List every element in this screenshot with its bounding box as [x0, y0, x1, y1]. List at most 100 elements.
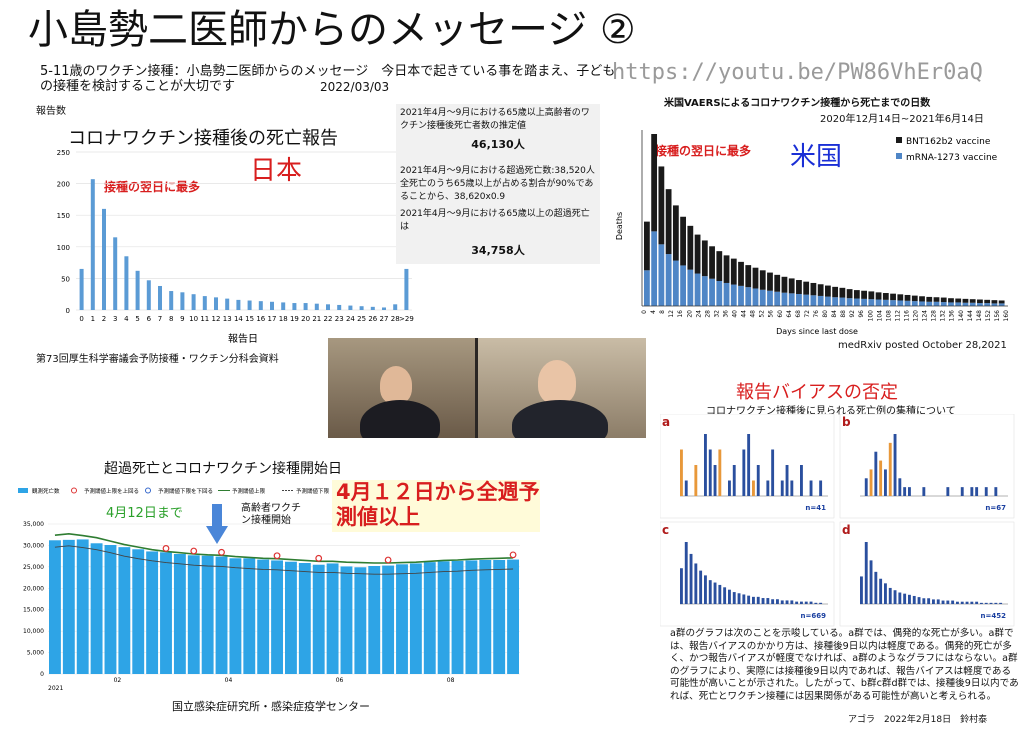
japan-xtick: 2: [102, 315, 106, 323]
us-bar-moderna: [839, 297, 846, 306]
us-bar-moderna: [853, 298, 860, 306]
bias-panel: [660, 414, 835, 519]
japan-xtick: 23: [335, 315, 344, 323]
excess-xtick: 08: [447, 677, 455, 684]
bias-bar: [908, 594, 911, 604]
excess-year-label: 2021: [48, 685, 63, 692]
japan-bar: [90, 179, 95, 310]
video-still: [328, 338, 646, 438]
bias-bar: [680, 449, 683, 496]
excess-bar: [423, 562, 436, 674]
us-bar-bnt: [644, 221, 650, 271]
bias-bar: [742, 594, 746, 604]
video-left-frame: [328, 338, 475, 438]
us-xtick: 68: [795, 310, 802, 318]
us-bar-moderna: [738, 285, 744, 306]
excess-bar: [298, 563, 311, 674]
bias-bar: [884, 583, 887, 604]
above-threshold-marker: [384, 556, 392, 564]
us-bar-bnt: [745, 265, 752, 288]
excess-bar: [229, 558, 242, 674]
excess-bar: [451, 560, 464, 674]
bias-bar: [708, 449, 712, 496]
page-date: 2022/03/03: [320, 80, 390, 94]
stats-line-1: 2021年4月～9月における65歳以上高齢者のワクチン接種後死亡者数の推定値: [400, 108, 590, 131]
stats-value-2: 34,758人: [471, 244, 525, 257]
us-bar-moderna: [752, 288, 759, 306]
us-bar-bnt: [998, 300, 1005, 304]
us-bar-bnt: [694, 234, 701, 274]
us-bar-bnt: [687, 225, 694, 270]
japan-chart-heading: コロナワクチン接種後の死亡報告: [68, 128, 338, 149]
bias-bar: [960, 487, 964, 496]
us-bar-bnt: [810, 282, 817, 296]
excess-legend-swatch: [18, 488, 28, 493]
us-bar-moderna: [745, 287, 752, 306]
excess-xtick: 04: [225, 677, 233, 684]
bias-panel-letter: d: [842, 523, 851, 537]
excess-legend-label: 予測閾値上限を上回る: [84, 487, 139, 495]
bias-bar: [704, 434, 707, 496]
bias-bar: [694, 465, 698, 496]
predicted-line: [54, 545, 514, 575]
bias-bar: [999, 602, 1003, 604]
video-url[interactable]: https://youtu.be/PW86VhEr0aQ: [612, 60, 983, 85]
us-bar-moderna: [861, 298, 867, 306]
japan-xtick: 9: [180, 315, 184, 323]
japan-bar: [370, 306, 375, 310]
excess-bar: [201, 555, 214, 674]
bias-bar: [689, 553, 693, 604]
japan-bar: [214, 297, 218, 310]
bias-bar: [975, 601, 979, 604]
us-xtick: 40: [732, 310, 739, 318]
japan-bar: [202, 296, 207, 310]
bias-bar: [713, 582, 717, 604]
us-bar-moderna: [933, 301, 940, 306]
bias-bar: [795, 601, 799, 604]
bias-bar: [747, 434, 751, 496]
bias-bar: [879, 578, 883, 604]
japan-bar: [281, 302, 286, 310]
japan-xtick: 28: [391, 315, 400, 323]
bias-bar: [941, 600, 945, 604]
us-bar-moderna: [701, 276, 708, 306]
above-threshold-marker: [162, 545, 170, 552]
japan-xtick: 19: [290, 315, 299, 323]
excess-bar: [437, 561, 450, 674]
us-bar-moderna: [969, 302, 976, 306]
japan-xtick: 15: [245, 315, 254, 323]
bias-bar: [819, 602, 823, 604]
above-threshold-marker: [315, 554, 323, 562]
us-bar-moderna: [868, 299, 875, 306]
us-bar-moderna: [788, 293, 795, 306]
excess-bar: [340, 566, 353, 674]
excess-legend-label: 予測閾値上限: [232, 487, 266, 495]
bias-bar: [903, 593, 907, 604]
us-xtick: 52: [759, 310, 766, 318]
japan-xtick: 25: [357, 315, 366, 323]
bias-panel-n: n=41: [805, 504, 826, 512]
us-xtick: 136: [949, 310, 956, 322]
label-elderly-start: 高齢者ワクチン接種開始: [241, 503, 301, 526]
bias-bar: [800, 465, 803, 496]
japan-ytick: 200: [57, 181, 70, 189]
bias-bar: [704, 575, 707, 604]
bias-bar: [960, 601, 964, 604]
us-label: 米国: [790, 142, 843, 172]
japan-label: 日本: [250, 156, 303, 186]
excess-ytick: 30,000: [23, 542, 44, 549]
bias-bar: [732, 592, 736, 604]
bias-bar: [752, 596, 755, 604]
us-xtick: 12: [668, 310, 675, 318]
japan-source: 第73回厚生科学審議会予防接種・ワクチン分科会資料: [36, 354, 279, 365]
japan-bar: [146, 280, 151, 310]
bias-bar: [970, 601, 974, 604]
bias-bar: [994, 602, 998, 604]
bias-credit: アゴラ 2022年2月18日 鈴村泰: [848, 715, 988, 725]
bias-bar: [756, 596, 760, 604]
bias-bar: [771, 449, 775, 496]
above-threshold-marker: [190, 547, 198, 555]
us-bar-moderna: [730, 284, 737, 306]
us-xtick: 132: [940, 310, 947, 322]
bias-bar: [893, 434, 897, 496]
